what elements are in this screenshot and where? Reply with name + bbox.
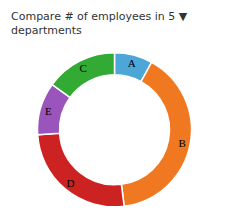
svg-text:C: C <box>80 62 87 74</box>
svg-text:D: D <box>67 177 75 189</box>
svg-text:B: B <box>179 137 186 149</box>
svg-text:departments: departments <box>11 24 82 37</box>
svg-text:Compare # of employees in 5 ▼: Compare # of employees in 5 ▼ <box>11 10 191 23</box>
svg-text:E: E <box>45 105 52 117</box>
svg-text:A: A <box>128 57 136 69</box>
